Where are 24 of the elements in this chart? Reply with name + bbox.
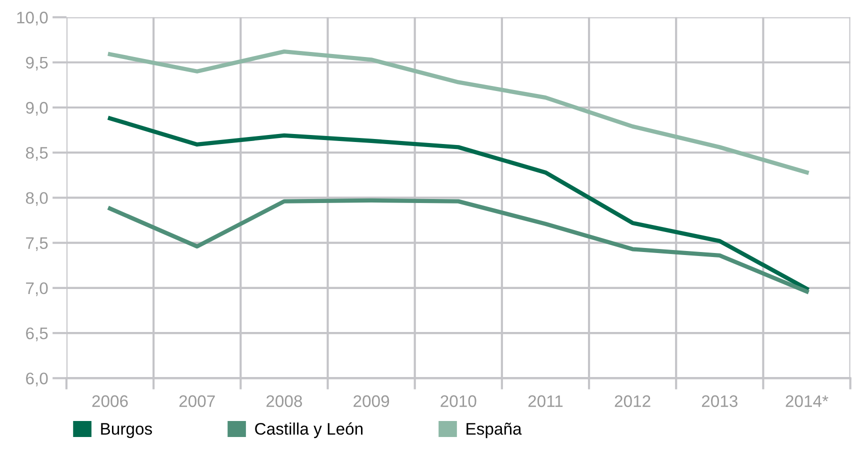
line-series (108, 198, 809, 294)
y-tick-label: 8,5 (26, 147, 48, 161)
x-tick-label: 2013 (702, 395, 738, 408)
line-series (108, 49, 809, 175)
y-tick-label: 10,0 (17, 12, 48, 26)
y-tick-label: 7,0 (26, 282, 48, 296)
y-tick-label: 9,5 (26, 56, 48, 71)
y-tick-label: 6,5 (26, 327, 48, 342)
x-tick-label: 2007 (179, 395, 215, 408)
y-tick-label: 7,5 (26, 237, 48, 252)
x-tick-label: 2014* (786, 395, 828, 408)
y-tick-label: 6,0 (26, 372, 48, 386)
legend-label: Castilla y León (255, 422, 362, 438)
legend-label: Burgos (101, 423, 152, 438)
line-series (108, 116, 809, 291)
x-tick-label: 2009 (354, 395, 390, 408)
x-tick-label: 2011 (528, 395, 563, 408)
x-tick-label: 2010 (440, 395, 476, 408)
y-tick-label: 8,0 (26, 192, 48, 206)
x-tick-label: 2006 (92, 395, 128, 408)
y-tick-label: 9,0 (26, 102, 48, 116)
legend-label: España (466, 422, 522, 438)
x-tick-label: 2012 (614, 395, 650, 408)
x-tick-label: 2008 (266, 395, 302, 408)
